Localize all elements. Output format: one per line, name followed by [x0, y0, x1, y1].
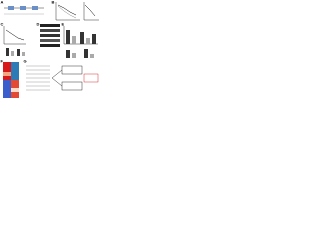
bar-charts [63, 26, 98, 58]
panel-label: A [1, 0, 4, 5]
figure: A B C D E F G [1, 0, 99, 98]
panel-label: E [62, 22, 65, 27]
panel-label: F [1, 59, 4, 64]
panel-label: C [1, 22, 4, 27]
panel-label: G [24, 59, 27, 64]
heatmap [3, 62, 19, 98]
small-charts [3, 26, 26, 56]
line-chart [55, 2, 99, 21]
panel-labels: A B C D E F G [1, 0, 65, 64]
western-blot [40, 24, 60, 47]
pathway-diagram [26, 65, 99, 91]
panel-label: B [52, 0, 55, 5]
panel-label: D [37, 22, 40, 27]
timeline-scheme [4, 6, 44, 15]
